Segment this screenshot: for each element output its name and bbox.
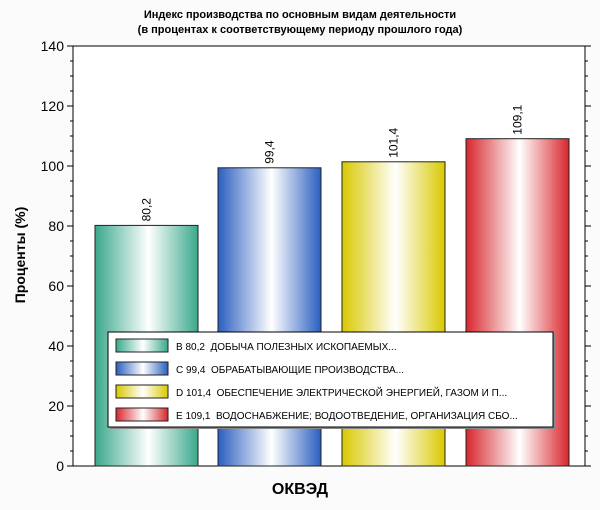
legend-swatch (115, 361, 169, 376)
y-tick-label: 60 (48, 278, 64, 294)
legend-label: C 99,4 ОБРАБАТЫВАЮЩИЕ ПРОИЗВОДСТВА... (176, 365, 404, 376)
x-axis-label: ОКВЭД (271, 481, 329, 498)
y-axis-label: Проценты (%) (12, 206, 28, 304)
chart-subtitle: (в процентах к соответствующему периоду … (137, 24, 463, 36)
legend-label: D 101,4 ОБЕСПЕЧЕНИЕ ЭЛЕКТРИЧЕСКОЙ ЭНЕРГИ… (176, 386, 507, 399)
legend-box (107, 331, 554, 428)
y-tick-label: 140 (41, 38, 65, 54)
y-tick-label: 100 (41, 158, 65, 174)
y-tick-label: 40 (48, 338, 64, 354)
y-tick-label: 0 (56, 458, 64, 474)
bar-value-label: 99,4 (263, 140, 277, 164)
bar-value-label: 101,4 (387, 127, 401, 157)
y-tick-label: 120 (41, 98, 65, 114)
bar-value-label: 80,2 (140, 198, 154, 222)
chart-title: Индекс производства по основным видам де… (143, 9, 457, 21)
legend-swatch (115, 384, 169, 399)
y-tick-label: 20 (48, 398, 64, 414)
legend-label: B 80,2 ДОБЫЧА ПОЛЕЗНЫХ ИСКОПАЕМЫХ... (176, 342, 397, 353)
legend-swatch (115, 338, 169, 353)
bar-value-label: 109,1 (511, 104, 525, 134)
y-tick-label: 80 (48, 218, 64, 234)
legend-label: E 109,1 ВОДОСНАБЖЕНИЕ; ВОДООТВЕДЕНИЕ, ОР… (176, 411, 518, 422)
legend-swatch (115, 407, 169, 422)
